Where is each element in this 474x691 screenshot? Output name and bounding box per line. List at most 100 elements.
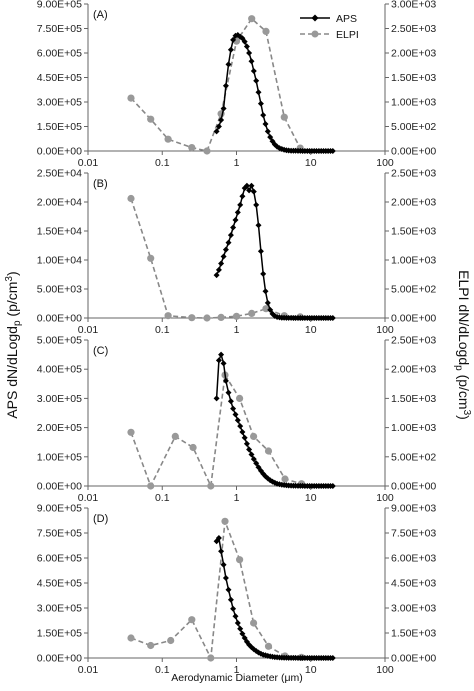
aps-point bbox=[237, 423, 244, 430]
aps-point bbox=[222, 575, 229, 581]
x-tick-label: 100 bbox=[376, 492, 394, 504]
y-left-tick-label: 1.50E+05 bbox=[37, 121, 82, 133]
y-right-tick-label: 0.00E+00 bbox=[391, 481, 436, 493]
legend-elpi-marker bbox=[311, 30, 319, 38]
y-right-tick-label: 5.00E+02 bbox=[391, 284, 436, 296]
y-left-tick-label: 4.50E+05 bbox=[37, 578, 82, 590]
aps-point bbox=[243, 43, 250, 50]
aps-point bbox=[262, 121, 269, 127]
aps-point bbox=[234, 620, 241, 626]
elpi-point bbox=[127, 634, 135, 642]
elpi-point bbox=[203, 147, 211, 155]
y-left-tick-label: 0.00E+00 bbox=[37, 146, 82, 158]
elpi-point bbox=[127, 194, 135, 203]
y-left-tick-label: 2.00E+05 bbox=[37, 422, 82, 434]
aps-point bbox=[220, 105, 227, 112]
aps-point bbox=[255, 89, 262, 96]
y-right-tick-label: 5.00E+02 bbox=[391, 121, 436, 133]
y-left-tick-label: 7.50E+05 bbox=[37, 23, 82, 35]
x-tick-label: 10 bbox=[305, 324, 317, 336]
aps-point bbox=[234, 417, 241, 424]
y-left-tick-label: 2.00E+04 bbox=[37, 197, 82, 209]
aps-point bbox=[225, 586, 232, 593]
aps-point bbox=[218, 260, 225, 267]
aps-point bbox=[241, 434, 248, 441]
aps-point bbox=[213, 128, 220, 135]
aps-series-line bbox=[215, 184, 333, 319]
x-tick-label: 100 bbox=[376, 664, 394, 676]
y-right-tick-label: 5.00E+02 bbox=[391, 451, 436, 463]
y-left-tick-label: 0.00E+00 bbox=[37, 313, 82, 325]
aps-point bbox=[250, 188, 257, 195]
elpi-point bbox=[262, 305, 270, 313]
aps-point bbox=[218, 117, 225, 123]
y-left-tick-label: 1.00E+05 bbox=[37, 451, 82, 463]
y-right-tick-label: 1.00E+03 bbox=[391, 422, 436, 434]
y-right-tick-label: 1.00E+03 bbox=[391, 97, 436, 109]
legend-elpi-label: ELPI bbox=[336, 29, 359, 41]
aps-point bbox=[213, 395, 220, 402]
y-right-tick-label: 4.50E+03 bbox=[391, 578, 436, 590]
y-right-tick-label: 1.50E+03 bbox=[391, 226, 436, 238]
aps-point bbox=[220, 253, 227, 260]
aps-point bbox=[218, 351, 225, 358]
panel-label: (A) bbox=[93, 9, 108, 21]
aps-point bbox=[230, 224, 237, 231]
elpi-point bbox=[248, 15, 256, 23]
right-axis-title: ELPI dN/dLogdp (p/cm3) bbox=[453, 270, 472, 420]
aps-point bbox=[213, 272, 220, 279]
aps-point bbox=[239, 630, 246, 637]
y-left-tick-label: 9.00E+05 bbox=[37, 0, 82, 11]
aps-point bbox=[267, 134, 274, 141]
aps-point bbox=[241, 38, 248, 45]
y-right-tick-label: 2.00E+03 bbox=[391, 48, 436, 60]
aps-point bbox=[234, 209, 241, 216]
y-left-tick-label: 4.00E+05 bbox=[37, 364, 82, 376]
aps-point bbox=[246, 446, 253, 453]
aps-point bbox=[253, 201, 260, 208]
y-right-tick-label: 2.50E+03 bbox=[391, 335, 436, 347]
aps-point bbox=[329, 315, 336, 321]
aps-point bbox=[225, 389, 232, 396]
aps-point bbox=[220, 561, 227, 568]
aps-point bbox=[230, 405, 237, 412]
elpi-point bbox=[250, 432, 258, 440]
x-axis-title: Aerodynamic Diameter (μm) bbox=[171, 672, 303, 684]
aps-point bbox=[232, 411, 239, 418]
chart-panel-a: 0.00E+00 1.50E+05 3.00E+05 4.50E+05 6.00E+05… bbox=[37, 0, 437, 169]
y-right-tick-label: 7.50E+03 bbox=[391, 528, 436, 540]
x-tick-label: 0.1 bbox=[155, 492, 170, 504]
aps-point bbox=[227, 398, 234, 405]
aps-point bbox=[250, 68, 257, 74]
chart-panel-d: 0.00E+00 1.50E+05 3.00E+05 4.50E+05 6.00E+05… bbox=[37, 503, 437, 677]
chart-panels: 0.00E+00 1.50E+05 3.00E+05 4.50E+05 6.00E+05… bbox=[37, 0, 437, 676]
aps-point bbox=[246, 187, 253, 194]
panel-label: (B) bbox=[93, 178, 108, 190]
aps-point bbox=[246, 50, 253, 56]
elpi-point bbox=[281, 475, 289, 483]
elpi-point bbox=[188, 144, 196, 152]
aps-point bbox=[227, 232, 234, 239]
aps-point bbox=[237, 201, 244, 208]
y-left-tick-label: 1.50E+04 bbox=[37, 226, 82, 238]
elpi-point bbox=[167, 636, 175, 645]
aps-point bbox=[250, 456, 257, 463]
x-tick-label: 0.1 bbox=[155, 324, 170, 336]
y-right-tick-label: 9.00E+03 bbox=[391, 503, 436, 515]
elpi-point bbox=[147, 641, 155, 650]
aps-point bbox=[264, 128, 271, 135]
y-left-tick-label: 3.00E+05 bbox=[37, 97, 82, 109]
aps-point bbox=[243, 182, 250, 189]
aps-point bbox=[230, 36, 237, 43]
x-tick-label: 0.01 bbox=[78, 157, 99, 169]
aps-point bbox=[243, 440, 250, 447]
y-right-tick-label: 2.00E+03 bbox=[391, 197, 436, 209]
x-tick-label: 100 bbox=[376, 157, 394, 169]
x-tick-label: 10 bbox=[305, 157, 317, 169]
elpi-point bbox=[221, 517, 229, 525]
aps-point bbox=[232, 613, 239, 620]
y-left-tick-label: 3.00E+05 bbox=[37, 393, 82, 405]
y-left-tick-label: 2.50E+04 bbox=[37, 168, 82, 180]
elpi-point bbox=[250, 619, 258, 627]
